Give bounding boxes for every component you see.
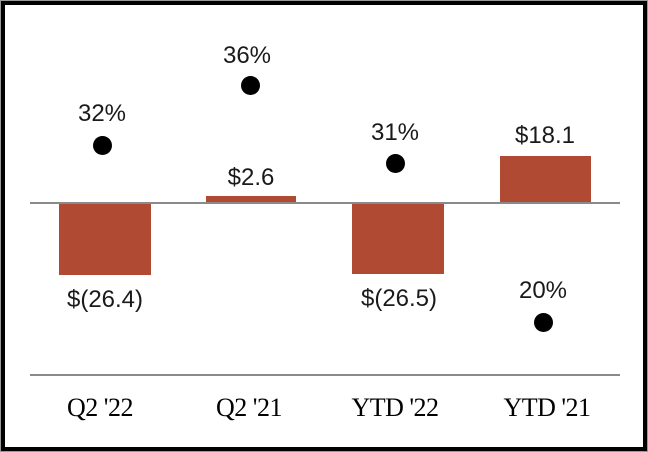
percent-marker-dot [93, 136, 112, 155]
percent-marker-dot [534, 313, 553, 332]
bar-negative [352, 204, 444, 274]
category-label: Q2 '22 [67, 393, 133, 422]
percent-label: 20% [518, 277, 568, 304]
percent-marker-dot [241, 76, 260, 95]
bar-negative [59, 204, 151, 275]
category-label: YTD '21 [503, 393, 591, 422]
category-label: Q2 '21 [216, 393, 282, 422]
percent-label: 32% [77, 100, 127, 127]
percent-marker-dot [386, 154, 405, 173]
category-axis-line [30, 374, 620, 376]
percent-label: 36% [222, 42, 272, 69]
percent-label: 31% [370, 119, 420, 146]
bar-positive [206, 196, 296, 202]
zero-axis-line [30, 202, 620, 204]
dollar-label: $18.1 [514, 122, 576, 149]
dollar-label: $(26.5) [360, 285, 438, 312]
dollar-label: $(26.4) [66, 286, 144, 313]
category-label: YTD '22 [351, 393, 439, 422]
bar-positive [500, 156, 591, 202]
dollar-label: $2.6 [227, 164, 275, 191]
